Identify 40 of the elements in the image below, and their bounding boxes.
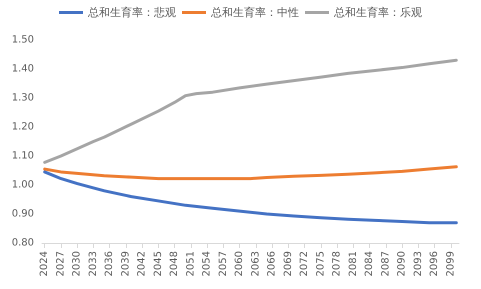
x-tick-label: 2057 bbox=[218, 251, 229, 276]
line-series bbox=[43, 170, 458, 224]
x-tick-label: 2072 bbox=[299, 251, 310, 276]
x-tick-label: 2075 bbox=[315, 251, 326, 276]
x-tick-label: 2033 bbox=[88, 251, 99, 276]
x-tick-label: 2054 bbox=[202, 251, 213, 276]
x-tick-label: 2051 bbox=[185, 251, 196, 276]
line-series bbox=[43, 165, 458, 180]
x-tick-label: 2087 bbox=[380, 251, 392, 276]
x-tick-label: 2084 bbox=[364, 251, 376, 276]
y-tick-label: 0.90 bbox=[12, 208, 34, 220]
legend-label: 总和生育率：悲观 bbox=[87, 6, 176, 19]
x-tick-label: 2042 bbox=[136, 251, 148, 276]
x-tick-label: 2030 bbox=[72, 251, 83, 276]
x-tick-label: 2099 bbox=[445, 251, 456, 276]
y-tick-label: 1.40 bbox=[12, 64, 34, 74]
x-tick-label: 2024 bbox=[39, 251, 50, 276]
x-tick-label: 2081 bbox=[348, 251, 359, 276]
x-tick-label: 2027 bbox=[55, 251, 66, 276]
x-tick-label: 2036 bbox=[104, 251, 116, 276]
x-tick-label: 2069 bbox=[282, 251, 294, 276]
x-tick-label: 2078 bbox=[332, 251, 343, 276]
x-tick-label: 2060 bbox=[234, 251, 246, 276]
y-tick-label: 1.20 bbox=[12, 122, 34, 132]
y-tick-label: 0.80 bbox=[12, 238, 34, 248]
x-tick-label: 2090 bbox=[396, 251, 408, 276]
legend-label: 总和生育率：乐观 bbox=[333, 6, 422, 19]
y-tick-label: 1.50 bbox=[12, 34, 34, 46]
y-tick-label: 1.30 bbox=[12, 92, 34, 104]
x-tick-label: 2048 bbox=[169, 251, 180, 276]
y-tick-label: 1.10 bbox=[12, 150, 34, 162]
x-tick-label: 2093 bbox=[412, 251, 424, 276]
x-tick-label: 2063 bbox=[250, 251, 262, 276]
x-tick-label: 2096 bbox=[429, 251, 440, 276]
x-tick-label: 2039 bbox=[120, 251, 132, 276]
x-tick-label: 2066 bbox=[266, 251, 278, 276]
y-tick-label: 1.00 bbox=[12, 180, 34, 190]
x-tick-label: 2045 bbox=[152, 251, 164, 276]
line-series bbox=[43, 58, 458, 164]
legend-label: 总和生育率：中性 bbox=[210, 6, 299, 19]
